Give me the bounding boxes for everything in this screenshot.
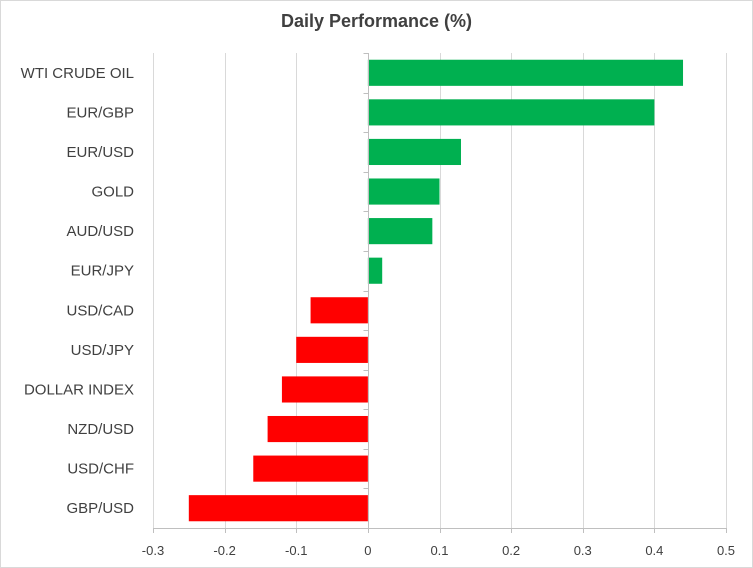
bar xyxy=(367,218,433,245)
bar xyxy=(188,495,368,522)
category-label: DOLLAR INDEX xyxy=(24,381,134,398)
bar xyxy=(367,99,655,126)
bar xyxy=(281,376,368,403)
category-label: USD/JPY xyxy=(71,342,134,359)
category-label: NZD/USD xyxy=(67,421,134,438)
bar xyxy=(367,257,383,284)
bar xyxy=(310,297,368,324)
category-label: EUR/GBP xyxy=(66,104,134,121)
category-label: GOLD xyxy=(91,184,134,201)
x-tick-label: 0.4 xyxy=(645,543,663,558)
x-tick-label: 0.3 xyxy=(574,543,592,558)
category-label: AUD/USD xyxy=(66,223,134,240)
bar xyxy=(267,415,368,443)
bar xyxy=(253,455,368,482)
x-tick-label: -0.1 xyxy=(285,543,307,558)
bar xyxy=(367,138,461,166)
category-label: EUR/JPY xyxy=(71,263,134,280)
category-label: GBP/USD xyxy=(66,500,134,517)
x-tick-label: 0.5 xyxy=(717,543,735,558)
chart-title: Daily Performance (%) xyxy=(280,11,473,31)
bar xyxy=(367,59,684,86)
bar xyxy=(367,178,440,205)
category-label: USD/CAD xyxy=(66,302,134,319)
x-tick-label: -0.2 xyxy=(213,543,235,558)
category-label: USD/CHF xyxy=(67,461,134,478)
category-label: WTI CRUDE OIL xyxy=(21,65,134,82)
category-label: EUR/USD xyxy=(66,144,134,161)
x-tick-label: -0.3 xyxy=(142,543,164,558)
x-tick-label: 0.1 xyxy=(430,543,448,558)
x-tick-label: 0.2 xyxy=(502,543,520,558)
x-tick-label: 0 xyxy=(364,543,371,558)
bar xyxy=(296,336,368,363)
